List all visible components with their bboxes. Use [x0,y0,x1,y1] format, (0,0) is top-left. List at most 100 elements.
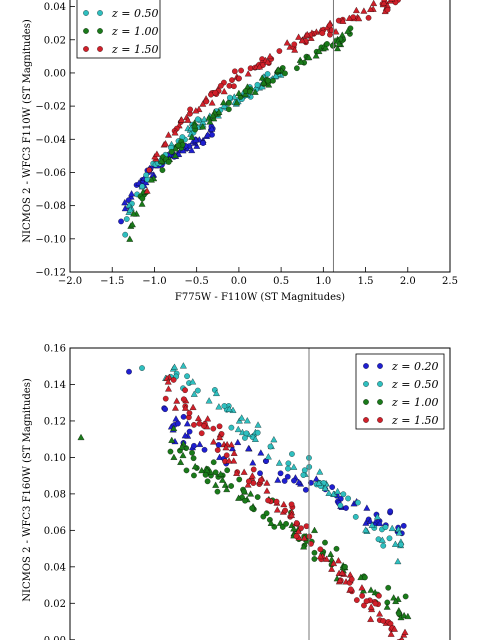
bottom-y-tick-label: 0.12 [44,416,66,427]
bottom-point-1 [386,535,393,542]
top-point-3 [365,15,372,21]
top-point-3 [208,99,216,106]
bottom-point-outlier [399,636,405,640]
bottom-point-1 [221,403,228,409]
bottom-point-1 [289,451,295,457]
top-point-2 [258,74,266,81]
top-point-3 [153,150,161,157]
bottom-point-1 [290,463,298,470]
bottom-y-tick-label: 0.02 [44,599,66,610]
bottom-point-2 [178,443,186,450]
top-point-2 [335,40,343,47]
bottom-point-3 [170,377,177,383]
top-point-3 [162,140,169,147]
top-point-2 [172,145,180,152]
bottom-point-3 [222,444,230,451]
bottom-legend-marker [363,399,369,405]
bottom-point-2 [242,497,248,504]
bottom-point-0 [281,478,288,484]
bottom-point-2 [204,478,211,485]
top-point-2 [233,99,241,106]
top-point-3 [165,131,172,138]
top-legend-marker [97,46,103,52]
bottom-point-2 [191,472,197,479]
bottom-point-3 [265,497,271,504]
bottom-point-1 [228,424,235,431]
top-y-tick-label: −0.10 [35,234,66,245]
top-point-3 [283,39,291,46]
bottom-point-3 [300,534,308,541]
bottom-point-3 [280,500,288,508]
bottom-point-2 [219,476,226,483]
top-x-tick-label: −1.5 [100,276,124,287]
top-point-1 [139,183,146,190]
top-point-2 [147,176,155,183]
bottom-point-1 [345,495,351,502]
bottom-point-1 [362,526,370,533]
top-point-3 [345,14,353,21]
top-point-1 [272,72,280,79]
bottom-point-2 [367,586,375,593]
bottom-legend-marker [377,399,383,405]
top-point-2 [251,88,259,95]
bottom-point-2 [177,458,185,465]
bottom-point-1 [254,429,261,436]
top-point-3 [203,98,210,105]
bottom-y-tick-label: 0.04 [44,562,66,573]
bottom-point-3 [346,571,354,578]
top-point-3 [352,6,360,14]
bottom-point-3 [263,479,271,486]
bottom-point-2 [290,525,298,532]
bottom-point-2 [333,545,340,552]
bottom-point-3 [210,425,217,432]
top-point-2 [199,123,207,130]
bottom-point-3 [288,501,295,508]
top-x-axis-label: F775W - F110W (ST Magnitudes) [175,292,345,303]
top-point-2 [322,44,330,51]
top-point-2 [344,27,352,34]
top-point-2 [260,79,268,86]
bottom-point-0 [245,445,252,452]
top-legend-label: z = 1.50 [111,43,159,56]
bottom-point-3 [204,415,212,422]
top-point-2 [270,77,276,84]
top-point-3 [370,0,378,7]
bottom-point-3 [380,618,387,624]
bottom-point-2 [263,510,270,517]
bottom-point-1 [368,521,376,528]
bottom-point-0 [216,453,224,460]
top-point-2 [220,98,227,106]
top-x-tick-label: 0.5 [273,276,289,287]
top-point-3 [178,116,186,123]
bottom-point-3 [328,565,336,572]
top-y-tick-label: −0.04 [35,135,66,146]
bottom-point-0 [277,470,284,477]
bottom-point-2 [170,453,178,460]
bottom-point-1 [267,443,274,450]
top-point-2 [159,167,166,174]
top-point-3 [143,187,151,194]
bottom-point-0 [302,486,309,493]
bottom-point-3 [230,457,238,464]
bottom-point-2 [402,593,409,600]
bottom-point-3 [165,385,172,392]
bottom-point-3 [233,469,241,476]
bottom-point-3 [196,420,203,427]
bottom-point-3 [263,487,271,494]
top-point-3 [231,68,238,75]
bottom-point-0 [257,449,265,456]
bottom-point-1 [398,541,404,548]
bottom-legend-marker [377,417,383,423]
top-point-2 [297,58,305,65]
bottom-point-3 [191,422,197,428]
top-point-3 [295,33,303,40]
top-point-2 [210,115,218,122]
top-point-3 [355,14,363,22]
bottom-legend-marker [377,363,383,369]
bottom-point-0 [376,519,384,527]
top-point-2 [315,47,323,54]
top-point-1 [125,201,133,209]
bottom-point-3 [334,557,342,564]
bottom-point-3 [376,592,382,599]
bottom-plot-frame [69,347,451,640]
